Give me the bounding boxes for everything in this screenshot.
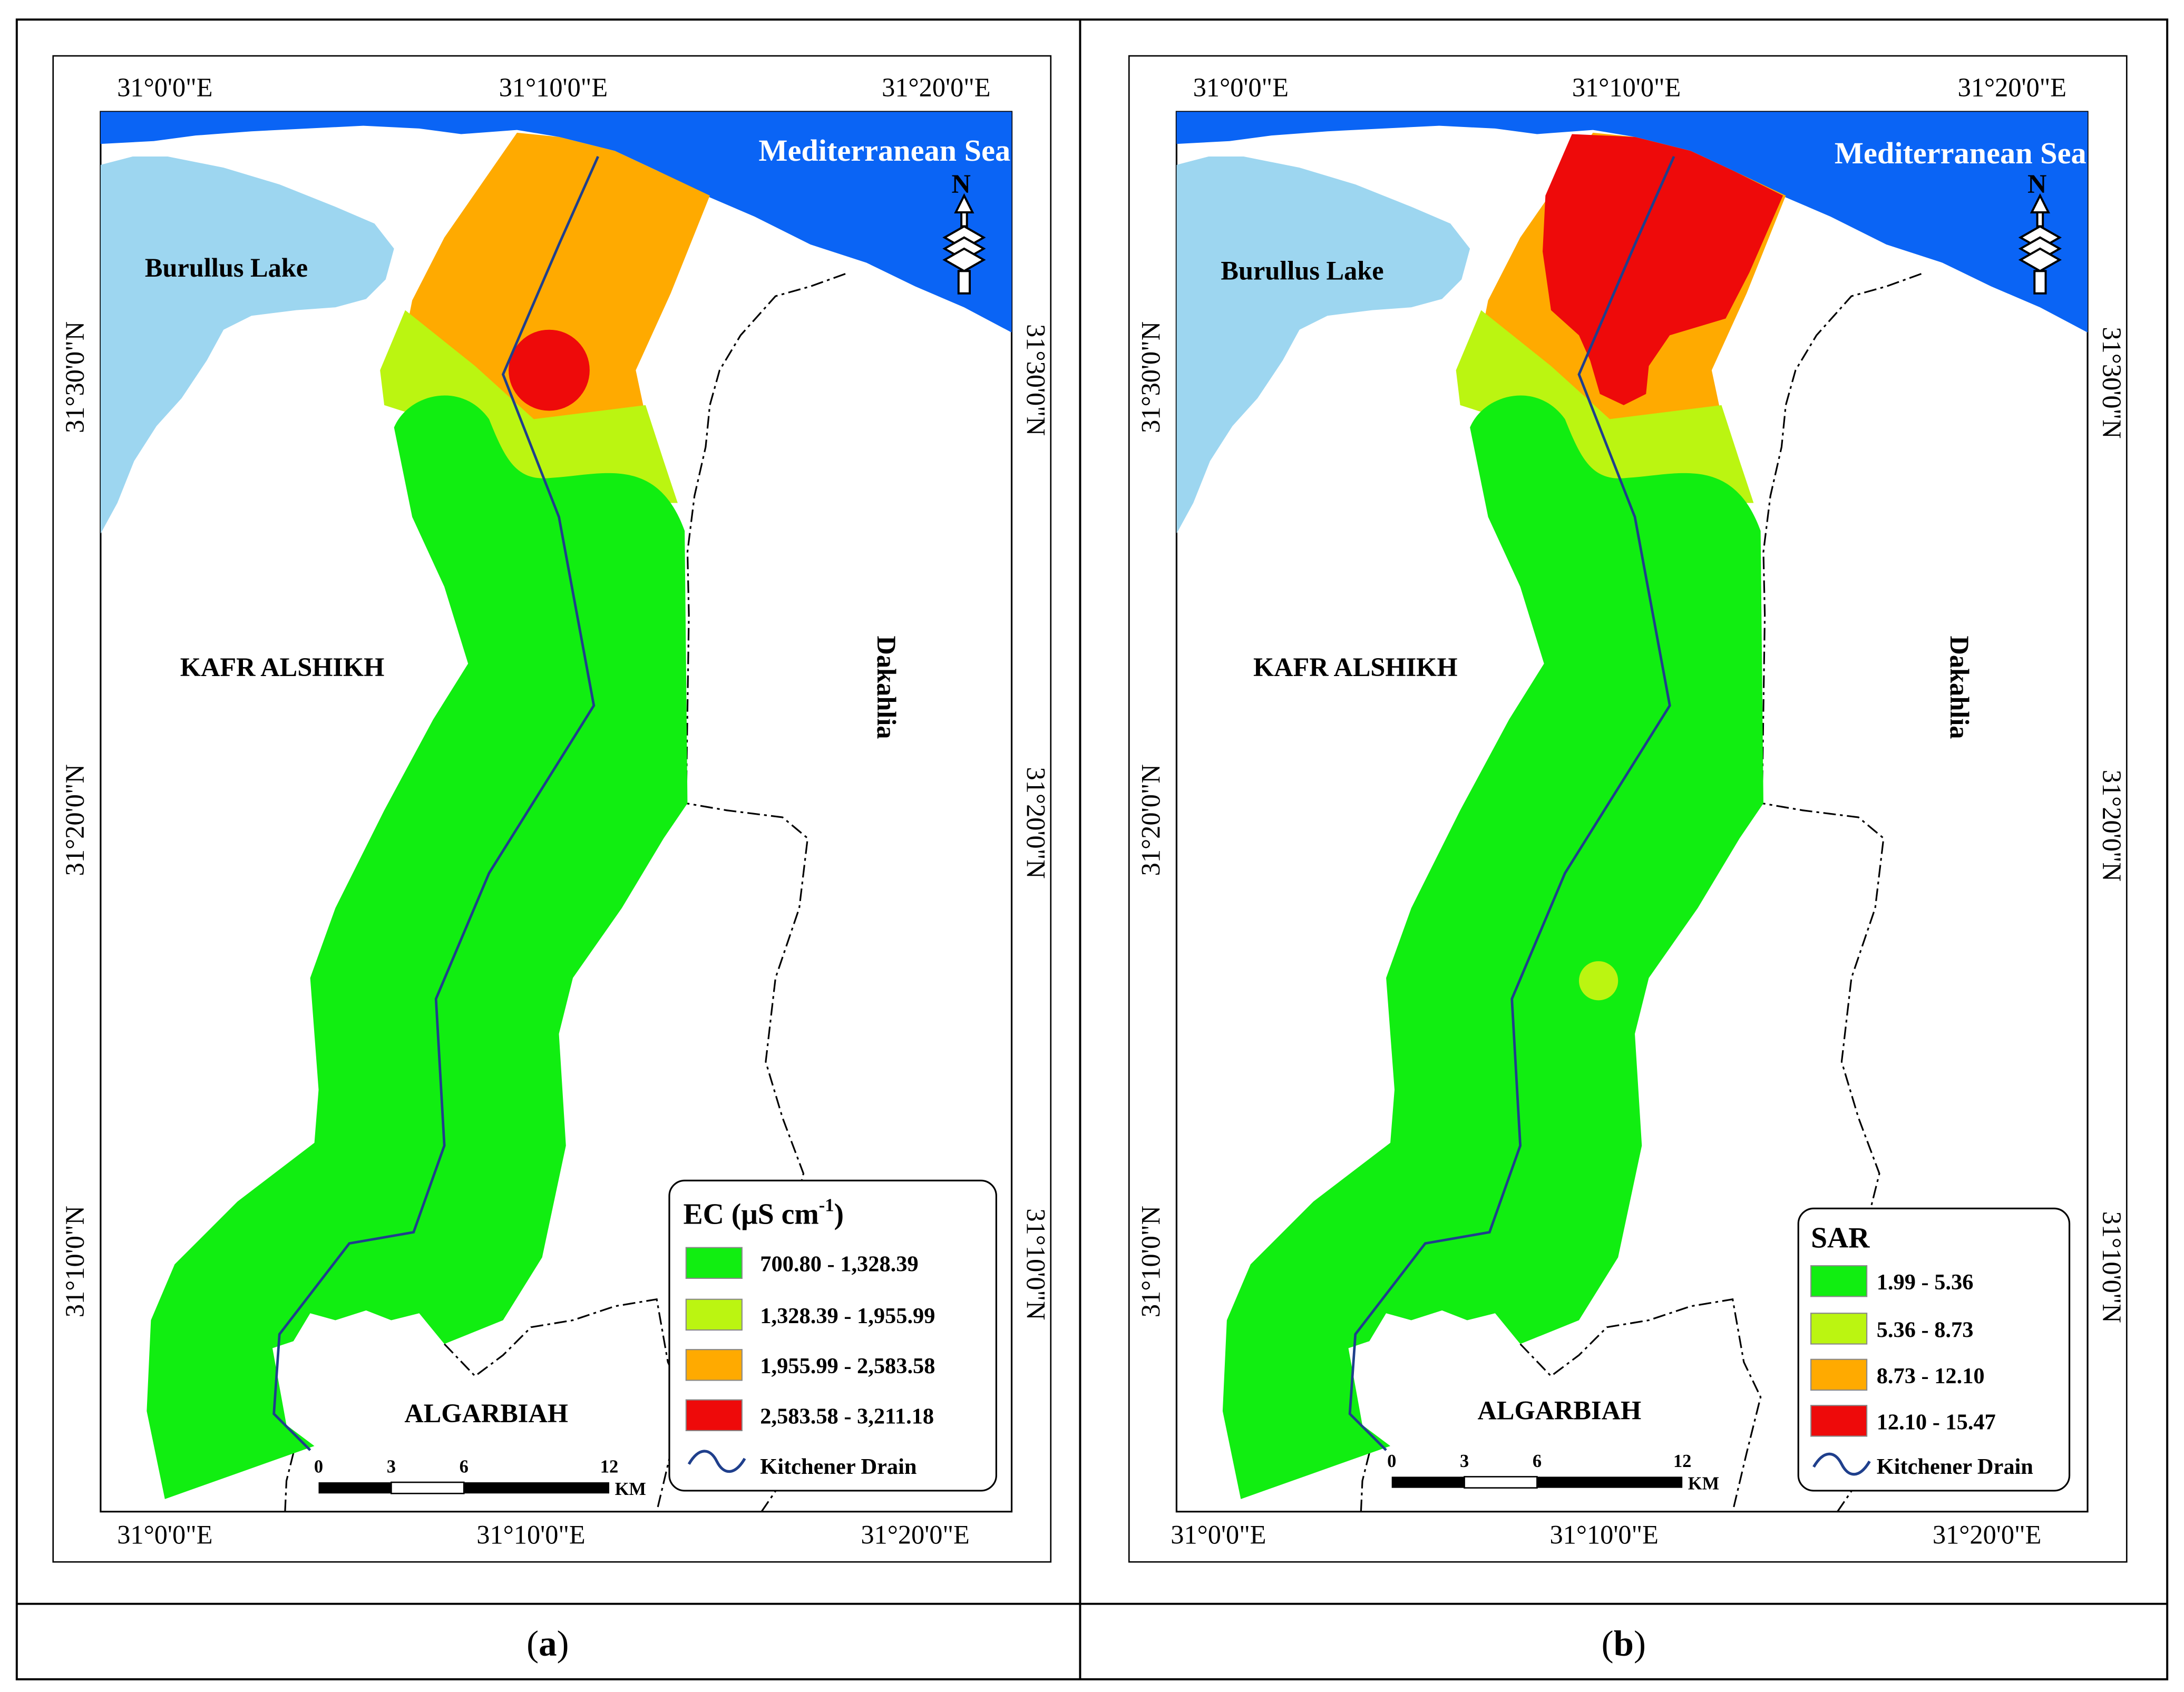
lon-bottom-3: 31°20'0"E [861, 1520, 969, 1550]
lat-right-3: 31°10'0"N [2097, 1211, 2127, 1323]
lat-left-2: 31°20'0"N [1136, 764, 1166, 876]
mediterranean-sea [1176, 112, 2088, 333]
lat-left-1: 31°30'0"N [60, 321, 90, 433]
zone-sar-class-2 [1456, 310, 1754, 503]
lon-top-2: 31°10'0"E [499, 73, 608, 102]
lon-bottom-3: 31°20'0"E [1933, 1520, 2041, 1550]
mediterranean-sea [100, 112, 1012, 333]
caption-b: (b) [1602, 1623, 1646, 1664]
zone-ec-class-1 [147, 395, 688, 1499]
label-sea: Mediterranean Sea [758, 133, 1010, 168]
legend-swatch-1 [685, 1247, 743, 1279]
zone-ec-class-3 [405, 132, 710, 431]
legend-label-1: 1.99 - 5.36 [1877, 1270, 1974, 1295]
scale-tick-2: 6 [460, 1456, 469, 1476]
lat-left-3: 31°10'0"N [1136, 1206, 1166, 1317]
zone-sar-class-2-spot [1578, 961, 1618, 1001]
label-lake: Burullus Lake [1221, 256, 1383, 285]
lon-bottom-1: 31°0'0"E [117, 1520, 212, 1550]
lon-top-2: 31°10'0"E [1572, 73, 1681, 102]
scale-bar: 0 3 6 12 KM [1387, 1451, 1719, 1493]
north-arrow-letter: N [2027, 169, 2046, 199]
burullus-lake [1176, 156, 1470, 534]
scale-tick-2: 6 [1533, 1451, 1542, 1471]
label-east: Dakahlia [872, 635, 901, 739]
legend-swatch-3 [685, 1349, 743, 1381]
north-arrow-letter: N [952, 169, 971, 199]
label-sea: Mediterranean Sea [1835, 136, 2086, 170]
legend-label-2: 5.36 - 8.73 [1877, 1317, 1974, 1342]
north-arrow: N [2018, 169, 2062, 295]
lat-right-2: 31°20'0"N [1021, 767, 1051, 879]
map-panel-b: N Mediterranean Sea Burullus Lake KAFR A… [1128, 55, 2128, 1563]
legend-drain-label: Kitchener Drain [760, 1454, 916, 1479]
figure-outer-border [15, 18, 2169, 1680]
scale-tick-1: 3 [387, 1456, 396, 1476]
lon-bottom-2: 31°10'0"E [1549, 1520, 1658, 1550]
scale-tick-3: 12 [600, 1456, 618, 1476]
lon-bottom-2: 31°10'0"E [476, 1520, 585, 1550]
lon-bottom-1: 31°0'0"E [1171, 1520, 1266, 1550]
legend-label-1: 700.80 - 1,328.39 [760, 1252, 918, 1277]
legend-box [668, 1179, 997, 1492]
scale-unit: KM [1688, 1473, 1719, 1493]
scale-tick-0: 0 [314, 1456, 323, 1476]
label-south: ALGARBIAH [404, 1398, 568, 1428]
legend: SAR 1.99 - 5.36 5.36 - 8.73 8.73 - 12.10… [1797, 1207, 2071, 1492]
legend-label-3: 1,955.99 - 2,583.58 [760, 1354, 935, 1378]
legend-swatch-4 [1810, 1405, 1868, 1437]
label-lake: Burullus Lake [145, 253, 308, 282]
legend-swatch-4 [685, 1399, 743, 1431]
legend-swatch-2 [1810, 1313, 1868, 1345]
map-panel-a: N Mediterranean Sea Burullus Lake KAFR A… [52, 55, 1052, 1563]
lon-top-3: 31°20'0"E [882, 73, 990, 102]
legend-label-4: 2,583.58 - 3,211.18 [760, 1404, 934, 1429]
legend: EC (μS cm-1) 700.80 - 1,328.39 1,328.39 … [668, 1179, 997, 1492]
lat-left-3: 31°10'0"N [60, 1206, 90, 1317]
label-west: KAFR ALSHIKH [180, 652, 385, 682]
scale-unit: KM [615, 1479, 646, 1499]
zone-ec-class-2 [380, 310, 678, 503]
lat-right-1: 31°30'0"N [2097, 327, 2127, 438]
legend-title: SAR [1811, 1222, 1870, 1255]
scale-tick-0: 0 [1387, 1451, 1396, 1471]
legend-swatch-1 [1810, 1265, 1868, 1297]
scale-tick-1: 3 [1460, 1451, 1469, 1471]
legend-label-3: 8.73 - 12.10 [1877, 1364, 1985, 1388]
label-south: ALGARBIAH [1478, 1396, 1642, 1425]
governorate-boundary-east [685, 273, 846, 1512]
governorate-boundary-southwest [284, 1452, 295, 1512]
legend-swatch-2 [685, 1298, 743, 1331]
kitchener-drain [1348, 155, 1675, 1451]
scale-bar: 0 3 6 12 KM [314, 1456, 646, 1499]
scale-tick-3: 12 [1673, 1451, 1691, 1471]
legend-drain-label: Kitchener Drain [1877, 1454, 2033, 1479]
zone-sar-class-4 [1543, 134, 1783, 405]
legend-drain-symbol [1812, 1452, 1871, 1476]
legend-label-4: 12.10 - 15.47 [1877, 1410, 1996, 1434]
lat-right-2: 31°20'0"N [2097, 770, 2127, 882]
lon-top-3: 31°20'0"E [1958, 73, 2066, 102]
lat-left-2: 31°20'0"N [60, 764, 90, 876]
lon-top-1: 31°0'0"E [117, 73, 212, 102]
caption-a: (a) [526, 1623, 569, 1664]
lon-top-1: 31°0'0"E [1193, 73, 1289, 102]
legend-title: EC (μS cm-1) [683, 1196, 843, 1231]
burullus-lake [100, 156, 394, 534]
lat-left-1: 31°30'0"N [1136, 321, 1166, 433]
zone-ec-class-4-hotspot [509, 329, 590, 411]
governorate-boundary-southwest [1360, 1452, 1370, 1512]
legend-swatch-3 [1810, 1358, 1868, 1391]
kitchener-drain [272, 155, 599, 1451]
north-arrow: N [942, 169, 986, 295]
governorate-boundary-east [1761, 273, 1922, 1512]
label-west: KAFR ALSHIKH [1253, 652, 1458, 682]
lat-right-3: 31°10'0"N [1021, 1208, 1051, 1320]
lat-right-1: 31°30'0"N [1021, 324, 1051, 436]
zone-sar-class-1 [1222, 395, 1763, 1499]
legend-label-2: 1,328.39 - 1,955.99 [760, 1304, 935, 1328]
legend-drain-symbol [687, 1450, 746, 1473]
label-east: Dakahlia [1945, 635, 1974, 739]
